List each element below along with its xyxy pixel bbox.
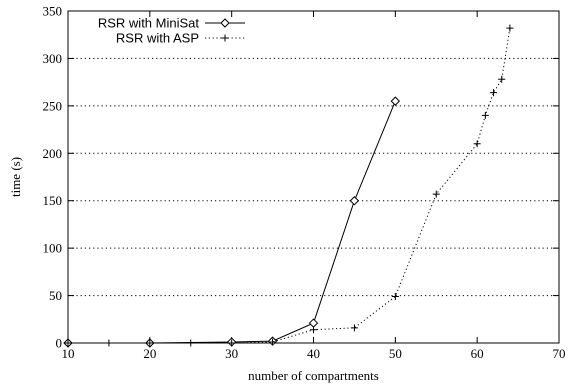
data-point-plus	[432, 190, 440, 198]
y-tick-label: 200	[43, 146, 63, 161]
data-point-plus	[64, 339, 72, 347]
legend-sample-asp	[205, 34, 245, 42]
data-point-plus	[187, 339, 195, 347]
data-point-plus	[350, 324, 358, 332]
tick-labels: 0 50 100 150 200 250 300 350 10 20 30 40 50 60 70	[43, 4, 566, 362]
x-axis-label: number of compartments	[248, 368, 379, 383]
legend: RSR with MiniSat RSR with ASP	[98, 16, 245, 46]
y-tick-label: 100	[43, 241, 63, 256]
legend-label-asp: RSR with ASP	[116, 31, 199, 46]
data-point-plus	[498, 75, 506, 83]
data-point-plus	[228, 339, 236, 347]
data-point-plus	[269, 338, 277, 346]
legend-marker-diamond	[220, 18, 230, 28]
x-tick-label: 60	[471, 346, 484, 361]
series-0	[63, 96, 401, 348]
plot-frame	[67, 10, 560, 344]
data-point-diamond	[349, 196, 360, 206]
y-axis-label: time (s)	[8, 157, 23, 197]
data-point-diamond	[390, 96, 401, 106]
x-tick-label: 30	[225, 346, 238, 361]
grid-lines	[68, 57, 559, 297]
x-tick-label: 70	[553, 346, 566, 361]
data-point-plus	[481, 111, 489, 119]
data-point-plus	[146, 339, 154, 347]
data-point-plus	[310, 326, 317, 334]
y-tick-label: 50	[49, 288, 62, 303]
data-point-diamond	[308, 318, 319, 328]
data-point-plus	[105, 339, 113, 347]
y-tick-label: 0	[56, 336, 63, 351]
series-group	[63, 24, 514, 348]
y-tick-label: 150	[43, 193, 63, 208]
legend-label-minisat: RSR with MiniSat	[98, 16, 200, 31]
y-tick-label: 250	[43, 98, 63, 113]
x-tick-label: 20	[143, 346, 156, 361]
x-tick-label: 40	[307, 346, 320, 361]
data-point-plus	[490, 89, 498, 97]
data-point-plus	[473, 140, 481, 148]
y-tick-label: 350	[43, 4, 63, 19]
data-point-plus	[506, 24, 514, 32]
x-tick-label: 10	[62, 346, 75, 361]
data-point-plus	[391, 293, 399, 301]
axis-ticks	[67, 10, 560, 344]
series-line	[68, 27, 511, 344]
series-line	[68, 100, 396, 344]
legend-marker-plus	[221, 34, 229, 42]
series-1	[64, 24, 514, 347]
legend-sample-minisat	[205, 18, 245, 28]
x-tick-label: 50	[389, 346, 402, 361]
y-tick-label: 300	[43, 51, 63, 66]
